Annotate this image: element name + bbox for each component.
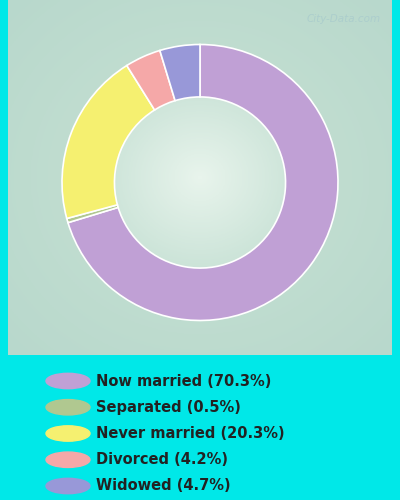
Wedge shape (67, 205, 118, 222)
Text: Divorced (4.2%): Divorced (4.2%) (96, 452, 228, 467)
Circle shape (46, 400, 90, 415)
Circle shape (46, 452, 90, 468)
Text: Separated (0.5%): Separated (0.5%) (96, 400, 241, 415)
Text: Never married (20.3%): Never married (20.3%) (96, 426, 285, 441)
Circle shape (46, 478, 90, 494)
Circle shape (46, 374, 90, 388)
Wedge shape (127, 50, 175, 110)
Text: City-Data.com: City-Data.com (306, 14, 380, 24)
Text: Now married (70.3%): Now married (70.3%) (96, 374, 271, 388)
Wedge shape (62, 66, 155, 218)
Text: Widowed (4.7%): Widowed (4.7%) (96, 478, 231, 494)
Wedge shape (68, 44, 338, 320)
Circle shape (46, 426, 90, 441)
Wedge shape (160, 44, 200, 100)
